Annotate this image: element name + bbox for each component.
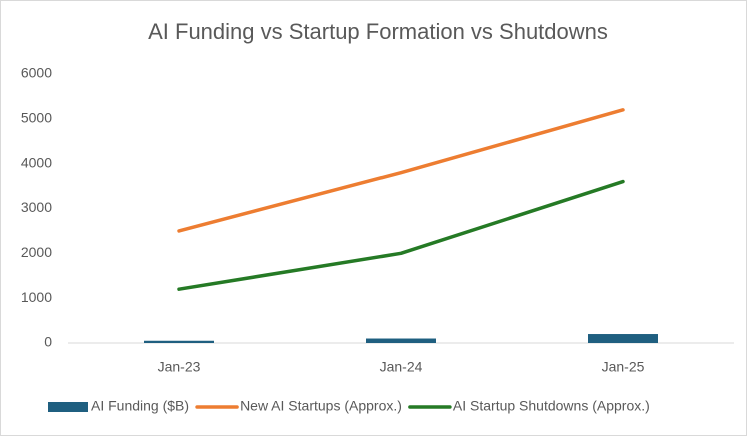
legend-swatch — [48, 402, 88, 412]
legend-label: AI Startup Shutdowns (Approx.) — [453, 398, 650, 414]
y-tick-label: 4000 — [21, 154, 52, 170]
bar — [588, 334, 658, 343]
y-tick-label: 1000 — [21, 289, 52, 305]
x-tick-label: Jan-24 — [380, 359, 423, 375]
y-tick-label: 3000 — [21, 199, 52, 215]
x-tick-label: Jan-23 — [158, 359, 201, 375]
bar — [366, 338, 436, 343]
bar — [144, 340, 214, 343]
y-tick-label: 6000 — [21, 65, 52, 81]
line — [177, 108, 625, 233]
line — [177, 179, 625, 291]
y-tick-label: 5000 — [21, 110, 52, 126]
chart-title: AI Funding vs Startup Formation vs Shutd… — [148, 19, 608, 44]
x-tick-label: Jan-25 — [602, 359, 645, 375]
legend-label: New AI Startups (Approx.) — [240, 398, 402, 414]
y-tick-label: 2000 — [21, 244, 52, 260]
legend-label: AI Funding ($B) — [91, 398, 189, 414]
y-tick-label: 0 — [44, 334, 52, 350]
